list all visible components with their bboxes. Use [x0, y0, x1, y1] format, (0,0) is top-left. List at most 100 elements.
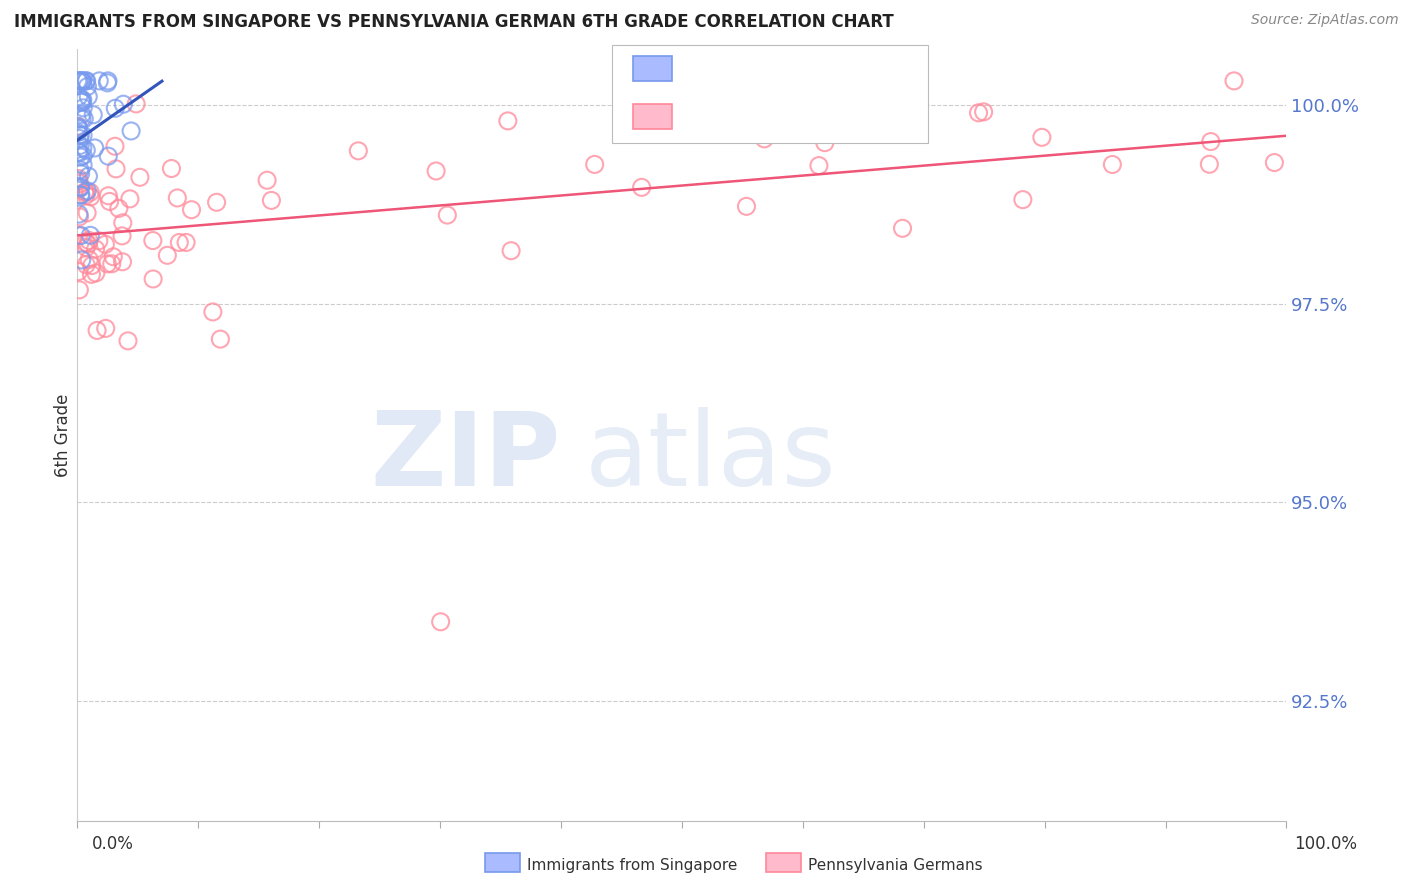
Point	[79, 228, 101, 243]
Point	[125, 96, 148, 111]
Point	[89, 74, 111, 88]
Point	[72, 128, 94, 143]
Point	[105, 161, 128, 176]
Point	[77, 169, 100, 184]
Point	[1223, 74, 1246, 88]
Point	[75, 74, 97, 88]
Point	[256, 173, 278, 187]
Point	[425, 164, 447, 178]
Point	[66, 121, 89, 136]
Point	[156, 248, 179, 262]
Point	[86, 323, 108, 337]
Point	[82, 108, 104, 122]
Point	[69, 131, 91, 145]
Point	[72, 158, 94, 172]
Point	[75, 240, 97, 254]
Point	[69, 138, 91, 153]
Point	[118, 192, 141, 206]
Point	[166, 191, 188, 205]
Point	[67, 174, 90, 188]
Point	[70, 93, 93, 107]
Point	[77, 236, 100, 251]
Point	[1199, 135, 1222, 149]
Point	[142, 234, 165, 248]
Point	[94, 237, 117, 252]
Point	[111, 216, 134, 230]
Point	[79, 186, 101, 200]
Point	[73, 112, 96, 126]
Point	[129, 170, 152, 185]
Point	[70, 107, 93, 121]
Point	[69, 181, 91, 195]
Point	[1263, 155, 1285, 169]
Point	[69, 128, 91, 142]
Point	[70, 74, 93, 88]
Point	[174, 235, 197, 250]
Point	[75, 143, 97, 157]
Point	[73, 185, 96, 199]
Point	[67, 228, 90, 243]
Point	[69, 179, 91, 194]
Point	[70, 95, 93, 109]
Point	[76, 74, 98, 88]
Text: Pennsylvania Germans: Pennsylvania Germans	[808, 858, 983, 872]
Point	[436, 208, 458, 222]
Point	[209, 332, 232, 346]
Point	[76, 79, 98, 94]
Point	[80, 190, 103, 204]
Point	[77, 89, 100, 103]
Text: Source: ZipAtlas.com: Source: ZipAtlas.com	[1251, 13, 1399, 28]
Point	[160, 161, 183, 176]
Point	[67, 89, 90, 103]
Point	[96, 76, 118, 90]
Point	[67, 264, 90, 278]
Text: ZIP: ZIP	[371, 408, 561, 508]
Point	[111, 254, 134, 268]
Point	[1031, 130, 1053, 145]
Point	[97, 74, 120, 88]
Point	[735, 199, 758, 213]
Point	[97, 188, 120, 202]
Point	[117, 334, 139, 348]
Point	[87, 234, 110, 248]
Point	[72, 74, 94, 88]
Point	[75, 188, 97, 202]
Text: atlas: atlas	[585, 408, 837, 508]
Point	[111, 228, 134, 243]
Point	[205, 195, 228, 210]
Point	[69, 167, 91, 181]
Text: 100.0%: 100.0%	[1294, 835, 1357, 853]
Point	[1011, 193, 1033, 207]
Point	[429, 615, 451, 629]
Point	[80, 259, 103, 273]
Point	[70, 188, 93, 202]
Point	[67, 181, 90, 195]
Point	[583, 157, 606, 171]
Point	[967, 105, 990, 120]
Point	[69, 145, 91, 160]
Point	[76, 184, 98, 198]
Y-axis label: 6th Grade: 6th Grade	[53, 393, 72, 476]
Text: Immigrants from Singapore: Immigrants from Singapore	[527, 858, 738, 872]
Point	[97, 149, 120, 163]
Point	[69, 177, 91, 191]
Point	[66, 119, 89, 133]
Point	[77, 252, 100, 267]
Point	[72, 93, 94, 107]
Point	[1198, 157, 1220, 171]
Point	[201, 305, 224, 319]
Point	[80, 268, 103, 282]
Point	[180, 202, 202, 217]
Point	[104, 139, 127, 153]
Point	[67, 145, 90, 160]
Point	[84, 242, 107, 256]
Point	[98, 194, 121, 209]
Point	[75, 235, 97, 250]
Point	[891, 221, 914, 235]
Point	[96, 257, 118, 271]
Point	[108, 202, 131, 216]
Point	[72, 141, 94, 155]
Point	[973, 104, 995, 119]
Point	[67, 120, 90, 134]
Point	[66, 126, 89, 140]
